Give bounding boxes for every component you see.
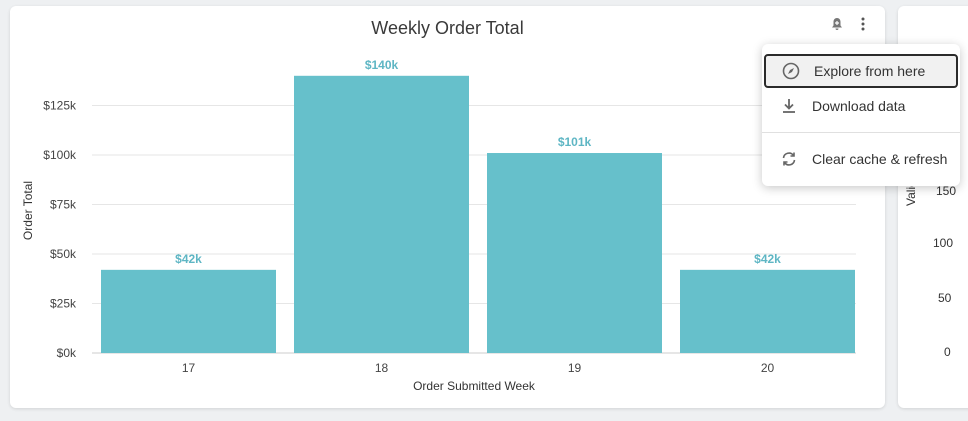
x-tick-label: 18 [375, 361, 389, 375]
tile-actions [829, 16, 871, 32]
right-y-tick: 50 [938, 291, 952, 305]
alert-bell-icon[interactable] [829, 16, 845, 32]
y-tick-label: $100k [43, 148, 77, 162]
chart-tile: Weekly Order Total $0k $25k $50k $75k $100k $… [10, 6, 885, 408]
x-axis-label: Order Submitted Week [413, 379, 536, 393]
bar-chart: $0k $25k $50k $75k $100k $125k $42k 17 $140k 18 $1… [21, 58, 856, 393]
data-label: $42k [175, 252, 202, 266]
data-label: $140k [365, 58, 399, 72]
y-tick-label: $50k [50, 247, 77, 261]
y-tick-label: $125k [43, 99, 77, 113]
menu-item-label: Clear cache & refresh [812, 151, 948, 167]
refresh-icon [780, 150, 798, 168]
menu-divider [762, 132, 960, 133]
bar [487, 153, 662, 353]
menu-item-label: Download data [812, 98, 906, 114]
tile-options-menu: Explore from here Download data Clear ca… [762, 44, 960, 186]
x-tick-label: 20 [761, 361, 775, 375]
x-tick-label: 17 [182, 361, 196, 375]
x-tick-label: 19 [568, 361, 582, 375]
bar [101, 269, 276, 353]
right-y-tick: 150 [936, 184, 957, 198]
explore-from-here-item[interactable]: Explore from here [764, 54, 958, 88]
more-options-icon[interactable] [855, 16, 871, 32]
bar [680, 269, 855, 353]
compass-icon [782, 62, 800, 80]
data-label: $42k [754, 252, 781, 266]
clear-cache-refresh-item[interactable]: Clear cache & refresh [764, 142, 958, 176]
download-icon [780, 97, 798, 115]
chart-title: Weekly Order Total [371, 18, 524, 38]
y-axis-label: Order Total [21, 181, 35, 240]
y-tick-label: $25k [50, 297, 77, 311]
data-label: $101k [558, 135, 592, 149]
download-data-item[interactable]: Download data [764, 89, 958, 123]
right-y-tick: 100 [933, 236, 954, 250]
y-tick-label: $0k [57, 346, 77, 360]
right-y-tick: 0 [944, 345, 951, 359]
menu-item-label: Explore from here [814, 63, 926, 79]
bar [294, 75, 469, 354]
y-tick-label: $75k [50, 198, 77, 212]
